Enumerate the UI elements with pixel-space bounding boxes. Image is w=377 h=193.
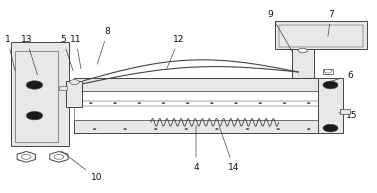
Circle shape (323, 124, 338, 132)
Bar (340, 109, 350, 114)
Text: 12: 12 (167, 35, 185, 68)
Bar (275, 21, 367, 49)
Circle shape (259, 102, 262, 104)
Text: 5: 5 (60, 35, 73, 71)
Circle shape (323, 81, 338, 89)
Bar (292, 49, 314, 78)
Text: 8: 8 (97, 27, 110, 64)
Bar (74, 120, 322, 133)
Circle shape (185, 128, 188, 130)
Text: 15: 15 (339, 111, 358, 120)
Circle shape (21, 154, 31, 159)
Circle shape (307, 102, 310, 104)
Circle shape (210, 102, 213, 104)
Circle shape (307, 128, 310, 130)
Circle shape (154, 128, 157, 130)
Circle shape (215, 128, 218, 130)
Circle shape (162, 102, 165, 104)
Circle shape (69, 80, 79, 85)
Text: 7: 7 (328, 10, 334, 36)
Text: 11: 11 (70, 35, 81, 69)
Circle shape (283, 102, 286, 104)
Bar (318, 78, 342, 133)
Bar (323, 69, 333, 74)
Polygon shape (50, 152, 68, 162)
Bar (15, 51, 58, 142)
Circle shape (324, 69, 332, 73)
Circle shape (113, 102, 116, 104)
Circle shape (26, 81, 43, 89)
Text: 1: 1 (5, 35, 15, 71)
Circle shape (298, 48, 307, 53)
Circle shape (138, 102, 141, 104)
Text: 9: 9 (268, 10, 293, 53)
Bar (74, 91, 322, 120)
Circle shape (93, 128, 96, 130)
Circle shape (246, 128, 249, 130)
Bar (74, 78, 322, 91)
Circle shape (89, 102, 92, 104)
Text: 4: 4 (193, 125, 199, 172)
Polygon shape (17, 152, 35, 162)
Bar (11, 42, 69, 146)
Circle shape (234, 102, 238, 104)
Circle shape (277, 128, 280, 130)
Circle shape (26, 111, 43, 120)
Circle shape (54, 154, 64, 159)
Bar (66, 81, 82, 107)
Bar (59, 85, 67, 90)
Text: 14: 14 (219, 127, 239, 172)
Text: 10: 10 (61, 151, 102, 182)
Text: 13: 13 (20, 35, 37, 75)
Text: 6: 6 (325, 71, 353, 83)
Circle shape (124, 128, 127, 130)
Bar (279, 25, 363, 47)
Circle shape (186, 102, 189, 104)
